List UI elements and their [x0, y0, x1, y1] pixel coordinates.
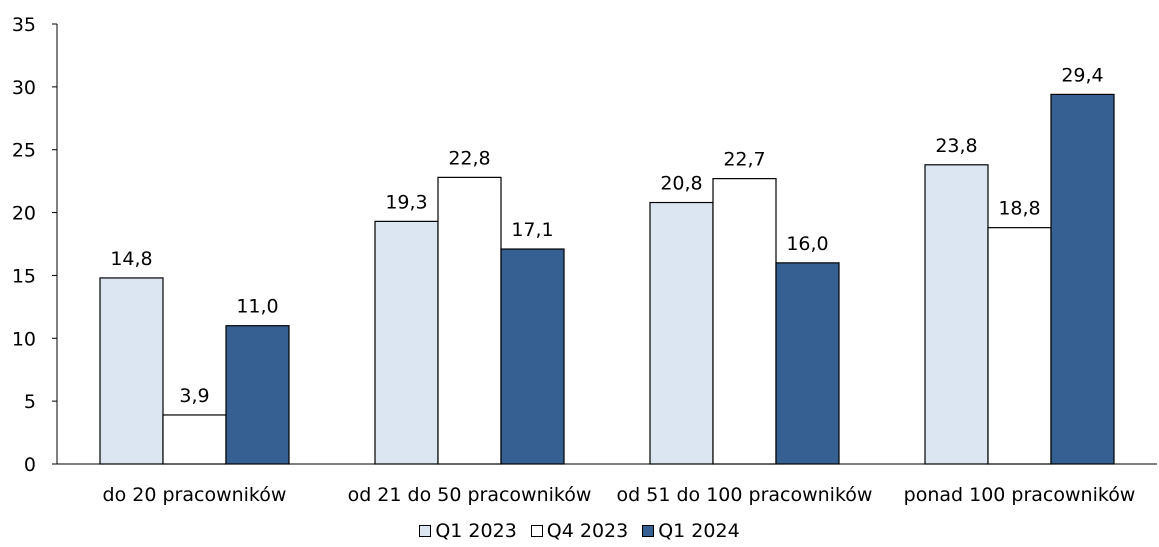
legend-swatch	[419, 525, 432, 537]
bar-q1-2024	[775, 262, 840, 465]
legend-swatch	[530, 525, 543, 537]
bar-q1-2024	[1050, 93, 1115, 465]
y-tick-label: 5	[24, 391, 36, 413]
x-axis: do 20 pracowników od 21 do 50 pracowników…	[57, 463, 1157, 506]
y-tick-label: 35	[12, 14, 36, 36]
bar-q1-2023	[649, 201, 714, 465]
y-tick-label: 10	[12, 328, 36, 350]
bars	[99, 93, 1115, 465]
data-labels: 14,8 3,9 11,0 19,3 22,8 17,1 20,8 22,7 16,0 23,8 1…	[110, 64, 1103, 407]
legend-label: Q1 2023	[435, 520, 517, 542]
legend: Q1 2023 Q4 2023 Q1 2024	[0, 520, 1159, 542]
y-axis: 0 5 10 15 20 25 30 35	[12, 14, 58, 476]
y-tick-label: 20	[12, 203, 36, 225]
legend-item: Q4 2023	[530, 520, 629, 542]
y-tick-label: 25	[12, 140, 36, 162]
data-label: 18,8	[998, 198, 1040, 220]
y-tick-label: 15	[12, 265, 36, 287]
legend-label: Q4 2023	[546, 520, 629, 542]
bar-q4-2023	[437, 176, 502, 465]
data-label: 19,3	[385, 191, 427, 213]
data-label: 22,8	[448, 147, 490, 169]
data-label: 3,9	[179, 385, 209, 407]
data-label: 29,4	[1061, 64, 1103, 86]
legend-swatch	[642, 525, 655, 537]
y-tick-label: 30	[12, 77, 36, 99]
bar-chart: 0 5 10 15 20 25 30 35 14,8 3,9 11,0 19,3 22,8 17,1 20…	[12, 14, 1157, 506]
data-label: 23,8	[935, 135, 977, 157]
bar-q1-2024	[500, 248, 565, 465]
bar-q4-2023	[987, 227, 1052, 465]
legend-item: Q1 2024	[642, 520, 740, 542]
y-tick-label: 0	[24, 454, 36, 476]
data-label: 14,8	[110, 248, 152, 270]
bar-q1-2023	[99, 277, 164, 465]
data-label: 22,7	[723, 149, 765, 171]
data-label: 20,8	[660, 173, 702, 195]
bar-q1-2023	[374, 220, 439, 465]
x-tick-label: od 21 do 50 pracowników	[348, 484, 592, 506]
data-label: 17,1	[511, 219, 553, 241]
bar-q4-2023	[162, 414, 227, 465]
x-tick-label: ponad 100 pracowników	[904, 484, 1136, 506]
bar-q1-2023	[924, 164, 989, 465]
data-label: 16,0	[786, 233, 828, 255]
x-tick-label: do 20 pracowników	[103, 484, 287, 506]
x-tick-label: od 51 do 100 pracowników	[617, 484, 873, 506]
legend-item: Q1 2023	[419, 520, 517, 542]
data-label: 11,0	[236, 296, 278, 318]
bar-q1-2024	[225, 325, 290, 465]
legend-label: Q1 2024	[658, 520, 740, 542]
bar-q4-2023	[712, 178, 777, 465]
